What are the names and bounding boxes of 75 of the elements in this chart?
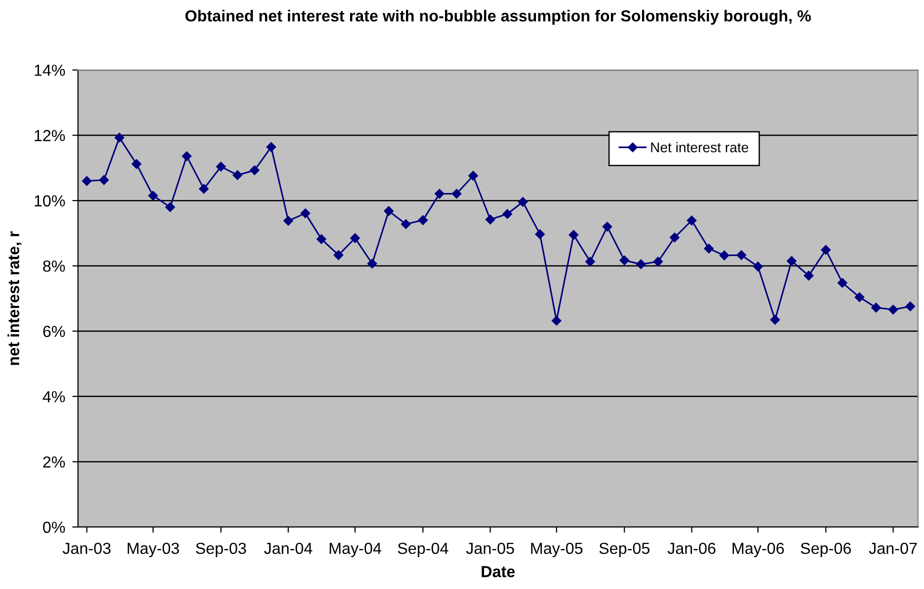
x-tick-label: Sep-05	[599, 542, 650, 558]
point	[198, 184, 209, 194]
x-tick-label: Jan-06	[668, 542, 716, 554]
point	[334, 250, 344, 260]
point	[418, 215, 428, 226]
x-tick-label: Sep-04	[398, 542, 448, 558]
point	[905, 301, 916, 312]
point	[502, 209, 512, 219]
point	[653, 256, 663, 267]
point	[686, 216, 697, 226]
x-tick-label: Jan-04	[264, 542, 312, 554]
point	[719, 250, 730, 260]
y-tick-label: 10%	[34, 195, 65, 207]
point	[232, 170, 242, 180]
point	[132, 159, 142, 169]
legend-label: Net interest rate	[651, 142, 748, 152]
point	[837, 278, 848, 288]
point	[585, 256, 596, 267]
y-tick-label: 12%	[34, 130, 65, 142]
x-tick-label: Jan-03	[62, 542, 111, 554]
point	[552, 316, 562, 326]
y-tick-label: 4%	[42, 391, 65, 402]
point	[704, 244, 714, 254]
point	[602, 222, 612, 232]
x-tick-label: May-03	[128, 542, 179, 558]
point	[485, 214, 496, 224]
chart-title: Obtained net interest rate with no-bubble assumption for Solomenskiy borough, %	[185, 10, 811, 25]
point	[300, 208, 310, 218]
point	[670, 232, 680, 242]
x-tick-label: Sep-03	[196, 542, 246, 558]
point	[636, 259, 646, 270]
point	[316, 234, 326, 244]
y-axis-title: net interest rate, r	[8, 231, 22, 365]
x-tick-label: Sep-06	[800, 542, 851, 558]
y-tick-label: 6%	[43, 326, 65, 338]
point	[148, 190, 158, 201]
point	[114, 132, 124, 143]
point	[82, 176, 92, 186]
point	[350, 233, 360, 244]
point	[871, 302, 881, 313]
x-tick-label: Jan-07	[868, 542, 917, 554]
point	[367, 258, 378, 269]
point	[434, 188, 444, 199]
point	[400, 219, 411, 230]
point	[266, 142, 276, 152]
point	[753, 262, 763, 272]
point	[854, 292, 864, 302]
x-tick-label: May-06	[732, 542, 784, 558]
point	[283, 216, 294, 226]
x-tick-label: Jan-05	[466, 542, 514, 554]
point	[165, 202, 176, 212]
point	[619, 255, 630, 266]
point	[770, 314, 780, 325]
point	[786, 256, 797, 266]
x-axis-title: Date	[482, 566, 515, 578]
point	[568, 230, 579, 240]
y-tick-label: 0%	[43, 522, 65, 533]
point	[888, 304, 898, 315]
point	[384, 206, 394, 216]
point	[216, 162, 226, 172]
x-tick-label: May-05	[531, 542, 582, 558]
point	[250, 165, 260, 176]
y-tick-label: 2%	[43, 456, 65, 468]
point	[468, 170, 478, 181]
x-tick-label: May-04	[330, 542, 382, 558]
y-tick-label: 14%	[34, 64, 65, 76]
point	[820, 244, 831, 255]
point	[182, 151, 192, 162]
point	[99, 175, 109, 185]
point	[736, 250, 746, 260]
y-tick-label: 8%	[43, 260, 65, 272]
point	[535, 229, 545, 240]
point	[452, 188, 462, 199]
point	[518, 196, 528, 207]
point	[804, 270, 814, 281]
